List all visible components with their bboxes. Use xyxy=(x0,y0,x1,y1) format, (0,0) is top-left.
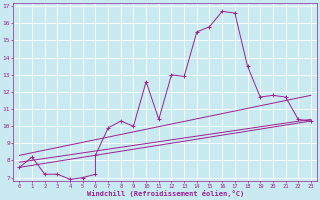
X-axis label: Windchill (Refroidissement éolien,°C): Windchill (Refroidissement éolien,°C) xyxy=(86,190,244,197)
